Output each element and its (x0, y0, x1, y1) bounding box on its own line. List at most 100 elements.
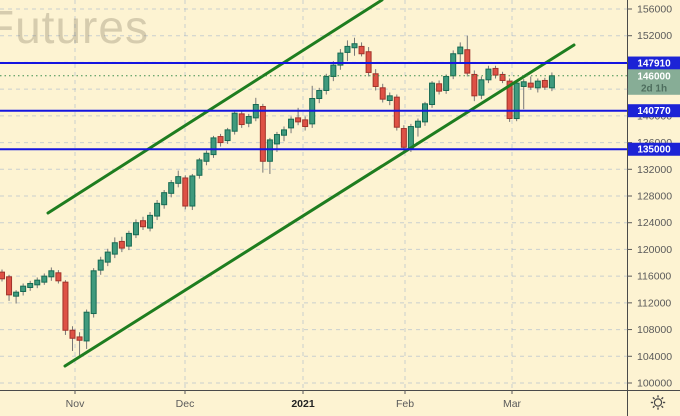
candle-up (548, 75, 555, 89)
candle-up (210, 137, 217, 156)
channel-lower[interactable] (63, 43, 576, 368)
candle-up (83, 311, 90, 342)
time-axis[interactable]: Nov Dec 2021 Feb Mar (66, 390, 522, 410)
candle-down (527, 82, 534, 88)
bar-countdown: 2d 1h (641, 83, 667, 94)
svg-text:140770: 140770 (637, 106, 671, 117)
candle-up (316, 89, 323, 99)
candle-down (393, 96, 400, 128)
candle-wicks-layer (1, 35, 553, 357)
candle-up (429, 82, 436, 106)
candle-up (168, 182, 175, 194)
price-tick-label: 128000 (637, 190, 672, 202)
level-price-label (628, 56, 680, 70)
candle-down (436, 83, 443, 92)
candle-up (281, 129, 287, 136)
svg-text:147910: 147910 (637, 59, 671, 70)
current-price-label (628, 69, 680, 95)
candle-down (506, 80, 513, 120)
candle-down (259, 106, 266, 162)
candle-up (48, 270, 55, 278)
candle-up (132, 222, 139, 236)
candle-down (217, 136, 224, 144)
candle-up (386, 95, 393, 101)
candle-up (147, 214, 154, 229)
svg-text:146000: 146000 (637, 71, 671, 82)
candle-down (0, 271, 5, 280)
candle-up (34, 279, 41, 286)
candle-up (337, 52, 344, 66)
candle-up (125, 232, 132, 247)
candle-up (20, 285, 27, 293)
candle-up (111, 242, 118, 255)
candle-up (41, 275, 48, 283)
time-tick-label: Mar (503, 398, 522, 410)
candle-up (478, 79, 485, 96)
candle-up (104, 251, 111, 263)
candle-up (97, 259, 104, 271)
candle-up (513, 82, 520, 120)
candle-down (295, 117, 302, 123)
price-tick-label: 132000 (637, 164, 672, 176)
candle-up (443, 75, 450, 91)
candle-up (27, 282, 34, 288)
channel-upper[interactable] (46, 0, 384, 215)
candle-down (76, 336, 83, 341)
price-levels-layer[interactable] (0, 62, 627, 151)
candle-down (182, 177, 189, 207)
candle-down (400, 128, 407, 148)
axis-settings-icon[interactable] (650, 395, 666, 410)
candle-up (175, 176, 182, 184)
candle-up (457, 46, 464, 55)
candle-down (140, 220, 146, 228)
candle-up (231, 112, 238, 132)
candle-up (203, 152, 210, 162)
candle-up (266, 139, 273, 162)
price-tick-label: 156000 (637, 4, 672, 16)
level-price-label (628, 104, 680, 118)
time-tick-label: 2021 (291, 398, 315, 410)
price-tick-label: 112000 (637, 297, 671, 309)
candle-down (6, 276, 13, 296)
candle-up (351, 43, 358, 49)
candle-up (344, 45, 351, 53)
candle-up (534, 80, 541, 89)
candle-down (492, 67, 499, 76)
candle-up (520, 81, 527, 87)
candle-up (245, 116, 252, 124)
candle-up (450, 53, 457, 77)
candle-down (69, 329, 76, 339)
candle-down (541, 79, 548, 88)
candle-up (485, 68, 492, 81)
candle-up (189, 175, 196, 207)
price-tick-label: 152000 (637, 30, 672, 42)
price-tick-label: 120000 (637, 244, 672, 256)
price-tick-label: 104000 (637, 351, 672, 363)
candle-up (288, 118, 295, 129)
time-tick-label: Dec (176, 398, 195, 410)
candle-bodies-layer (0, 43, 555, 342)
candle-down (499, 73, 506, 81)
candle-up (414, 120, 421, 128)
candle-up (273, 134, 280, 145)
candle-down (379, 87, 386, 100)
grid-layer (0, 0, 627, 390)
candle-down (62, 281, 69, 331)
level-price-label (628, 142, 680, 156)
candle-down (238, 113, 245, 126)
candle-down (358, 45, 365, 55)
candle-up (13, 291, 20, 297)
trend-channel-layer[interactable] (46, 0, 576, 368)
price-tick-label: 124000 (637, 217, 672, 229)
candle-up (196, 159, 203, 176)
candle-up (330, 64, 337, 77)
candle-down (372, 73, 379, 87)
candle-up (422, 103, 428, 123)
time-tick-label: Feb (396, 398, 414, 410)
candle-down (302, 119, 309, 128)
candle-up (161, 192, 168, 206)
